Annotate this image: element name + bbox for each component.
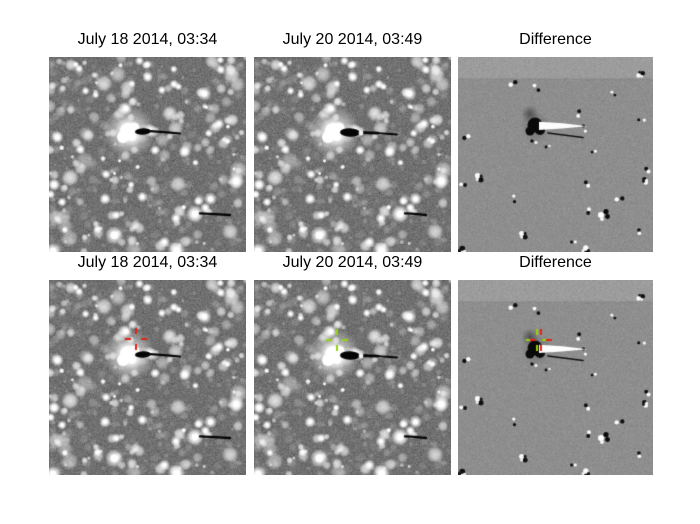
panel-row1-epoch2: July 20 2014, 03:49 <box>254 26 451 252</box>
panel-row2-difference-annotated: Difference <box>458 249 653 475</box>
panel-row2-epoch2-annotated: July 20 2014, 03:49 <box>254 249 451 475</box>
starfield-image-epoch1 <box>49 57 246 252</box>
panel-title: July 18 2014, 03:34 <box>77 31 218 48</box>
panel-row1-difference: Difference <box>458 26 653 252</box>
difference-image <box>458 57 653 252</box>
starfield-image-epoch1-annotated <box>49 280 246 475</box>
panel-title: July 18 2014, 03:34 <box>77 254 218 271</box>
panel-row1-epoch1: July 18 2014, 03:34 <box>49 26 246 252</box>
starfield-image-epoch2-annotated <box>254 280 451 475</box>
panel-title: July 20 2014, 03:49 <box>282 31 423 48</box>
panel-row2-epoch1-annotated: July 18 2014, 03:34 <box>49 249 246 475</box>
panel-title: Difference <box>519 31 592 48</box>
starfield-image-epoch2 <box>254 57 451 252</box>
panel-title: Difference <box>519 254 592 271</box>
difference-image-annotated <box>458 280 653 475</box>
panel-title: July 20 2014, 03:49 <box>282 254 423 271</box>
